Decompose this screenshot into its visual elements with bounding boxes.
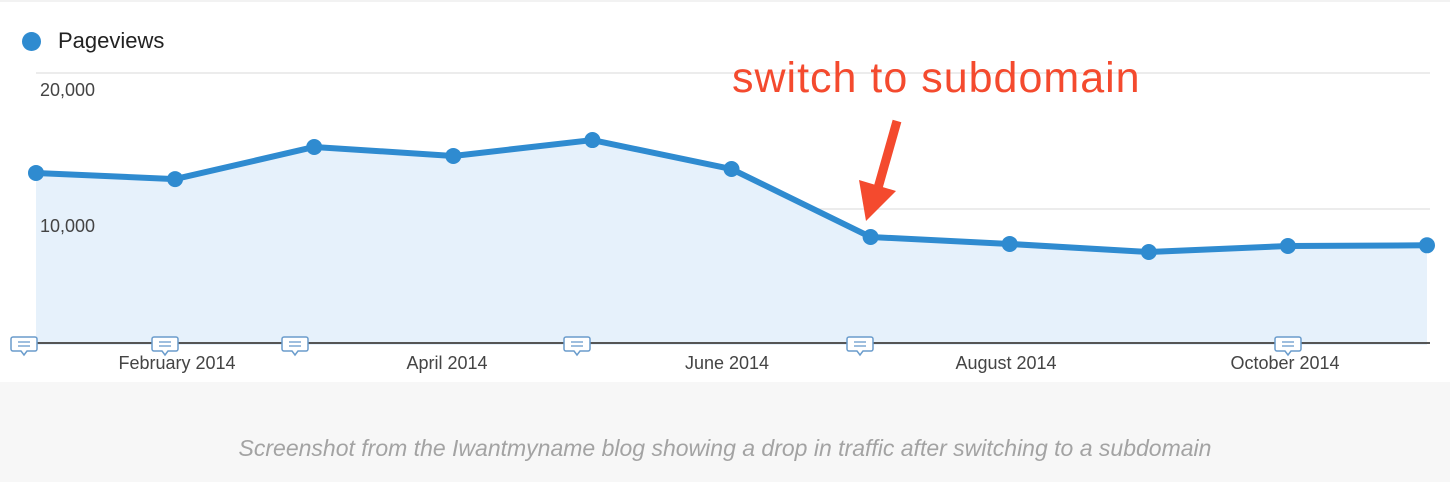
- data-point[interactable]: [1419, 237, 1435, 254]
- top-border: [0, 0, 1450, 2]
- x-tick-april: April 2014: [406, 353, 488, 373]
- annotation-marker-icon[interactable]: [563, 336, 591, 357]
- annotation-label: switch to subdomain: [732, 54, 1141, 102]
- x-tick-june: June 2014: [684, 353, 770, 373]
- x-tick-august: August 2014: [955, 353, 1057, 373]
- annotation-marker-icon[interactable]: [281, 336, 309, 357]
- data-point[interactable]: [723, 161, 740, 178]
- data-point[interactable]: [167, 171, 184, 188]
- data-point[interactable]: [306, 138, 323, 155]
- annotation-marker-icon[interactable]: [1274, 336, 1302, 357]
- data-point[interactable]: [1001, 235, 1018, 252]
- data-point[interactable]: [862, 229, 879, 246]
- x-tick-february: February 2014: [118, 353, 236, 373]
- line-chart: [10, 72, 1435, 357]
- y-tick-10000: 10,000: [40, 216, 96, 236]
- legend-dot-icon: [22, 31, 41, 51]
- annotation-marker-icon[interactable]: [151, 336, 179, 357]
- data-point[interactable]: [1140, 243, 1157, 260]
- caption: Screenshot from the Iwantmyname blog sho…: [0, 382, 1450, 482]
- data-point[interactable]: [584, 132, 601, 149]
- legend-label: Pageviews: [58, 28, 165, 53]
- annotation-marker-icon[interactable]: [10, 336, 38, 357]
- caption-text: Screenshot from the Iwantmyname blog sho…: [238, 434, 1212, 461]
- data-point[interactable]: [28, 164, 44, 181]
- data-point[interactable]: [445, 147, 462, 164]
- area-fill: [36, 140, 1427, 345]
- legend[interactable]: Pageviews: [22, 28, 164, 54]
- y-tick-20000: 20,000: [40, 80, 96, 100]
- annotation-arrow-icon: [859, 119, 902, 221]
- data-point[interactable]: [1279, 237, 1296, 254]
- annotation-marker-icon[interactable]: [846, 336, 874, 357]
- x-tick-october: October 2014: [1230, 353, 1340, 373]
